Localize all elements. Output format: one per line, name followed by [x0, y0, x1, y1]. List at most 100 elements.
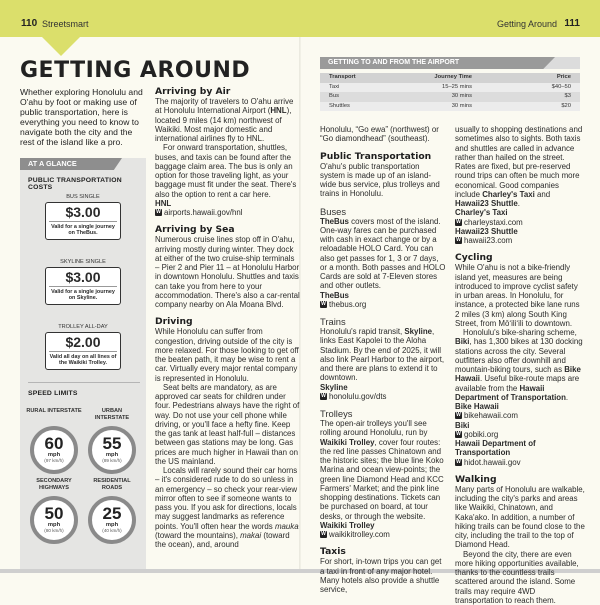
- table-cell: Taxi: [329, 83, 424, 93]
- text-run: Seat belts are mandatory, as are approve…: [155, 383, 299, 466]
- organization-name: HNL: [155, 199, 301, 208]
- column-header: Transport: [329, 73, 424, 83]
- table-cell: 30 mins: [424, 102, 472, 112]
- subsection-heading: Trains: [320, 316, 446, 327]
- text-run: , links East Kapolei to the Aloha Stadiu…: [320, 327, 444, 382]
- website-url[interactable]: thebus.org: [329, 300, 366, 309]
- website-url[interactable]: waikikitrolley.com: [329, 530, 390, 539]
- organization-name: Biki: [455, 421, 585, 430]
- table-cell: $40–50: [472, 83, 571, 93]
- web-icon: W: [320, 393, 327, 400]
- text-run: makai: [240, 531, 261, 540]
- column-header: Price: [472, 73, 571, 83]
- subsection-heading: Trolleys: [320, 408, 446, 419]
- section-heading: Arriving by Sea: [155, 224, 301, 235]
- speed-limits-title: SPEED LIMITS: [28, 390, 78, 397]
- text-run: mauka: [275, 522, 299, 531]
- web-icon: W: [320, 531, 327, 538]
- organization-name: Hawaii23 Shuttle: [455, 227, 585, 236]
- at-a-glance-label: AT A GLANCE: [20, 158, 122, 170]
- speed-limit-metric: (80 km/h): [34, 528, 74, 534]
- right-section-title: Getting Around: [497, 19, 557, 29]
- intro-text: Whether exploring Honolulu and O'ahu by …: [20, 87, 148, 148]
- section-heading: Arriving by Air: [155, 86, 301, 97]
- text-run: Honolulu, “Go ewa” (northwest) or “Go di…: [320, 125, 439, 143]
- header-pointer: [42, 37, 80, 56]
- table-cell: $20: [472, 102, 571, 112]
- airport-table-title: GETTING TO AND FROM THE AIRPORT: [320, 57, 555, 69]
- website-url[interactable]: bikehawaii.com: [464, 411, 518, 420]
- paragraph: Honolulu's rapid transit, Skyline, links…: [320, 327, 446, 383]
- speed-limit-label: RURAL INTERSTATE: [26, 408, 82, 423]
- ticket-description: Valid all day on all lines of the Waikik…: [49, 352, 117, 367]
- text-run: usually to shopping destinations and som…: [455, 125, 582, 199]
- costs-title: PUBLIC TRANSPORTATION COSTS: [28, 177, 146, 191]
- text-run: Numerous cruise lines stop off in O'ahu,…: [155, 235, 300, 309]
- text-run: Honolulu's bike-sharing scheme,: [463, 328, 577, 337]
- website-url[interactable]: hawaii23.com: [464, 236, 512, 245]
- text-run: For onward transportation, shuttles, bus…: [155, 143, 296, 198]
- bold-name: Biki: [455, 337, 469, 346]
- paragraph: The open-air trolleys you'll see rolling…: [320, 419, 446, 521]
- speed-limit-value: 60: [34, 435, 74, 452]
- speed-limit-value: 50: [34, 505, 74, 522]
- speed-limit-label: RESIDENTIAL ROADS: [84, 478, 140, 493]
- text-column-right-1: Honolulu, “Go ewa” (northwest) or “Go di…: [320, 125, 446, 594]
- website-url[interactable]: gobiki.org: [464, 430, 498, 439]
- paragraph: For short, in-town trips you can get a t…: [320, 557, 446, 594]
- website-url[interactable]: hidot.hawaii.gov: [464, 458, 521, 467]
- website-url[interactable]: charleystaxi.com: [464, 218, 523, 227]
- text-run: Many parts of Honolulu are walkable, inc…: [455, 485, 585, 550]
- paragraph: usually to shopping destinations and som…: [455, 125, 585, 208]
- ticket-label: SKYLINE SINGLE: [20, 259, 146, 267]
- paragraph: For onward transportation, shuttles, bus…: [155, 143, 301, 199]
- text-run: Honolulu's rapid transit,: [320, 327, 404, 336]
- web-icon: W: [455, 412, 462, 419]
- ticket-price: $3.00: [49, 269, 117, 287]
- airport-table: GETTING TO AND FROM THE AIRPORT Transpor…: [320, 57, 580, 111]
- text-run: , cover four routes: the red line passes…: [320, 438, 444, 521]
- text-run: (toward the mountains),: [155, 531, 240, 540]
- web-icon: W: [455, 219, 462, 226]
- ticket-label: TROLLEY ALL-DAY: [20, 324, 146, 332]
- page-title: GETTING AROUND: [20, 58, 250, 83]
- web-icon: W: [455, 237, 462, 244]
- text-run: Beyond the city, there are even more hik…: [455, 550, 579, 605]
- text-run: and: [535, 190, 550, 199]
- table-cell: Bus: [329, 92, 424, 102]
- paragraph: O'ahu's public transportation system is …: [320, 162, 446, 199]
- text-run: While O'ahu is not a bike-friendly islan…: [455, 263, 580, 328]
- website-url[interactable]: honolulu.gov/dts: [329, 392, 386, 401]
- website-url[interactable]: airports.hawaii.gov/hnl: [164, 208, 243, 217]
- column-header: Journey Time: [424, 73, 472, 83]
- text-run: While Honolulu can suffer from congestio…: [155, 327, 299, 382]
- section-heading: Taxis: [320, 546, 446, 557]
- speed-limit-label: URBAN INTERSTATE: [84, 408, 140, 423]
- ticket-label: BUS SINGLE: [20, 194, 146, 202]
- section-heading: Cycling: [455, 252, 585, 263]
- ticket-description: Valid for a single journey on Skyline.: [49, 287, 117, 302]
- paragraph: While Honolulu can suffer from congestio…: [155, 327, 301, 383]
